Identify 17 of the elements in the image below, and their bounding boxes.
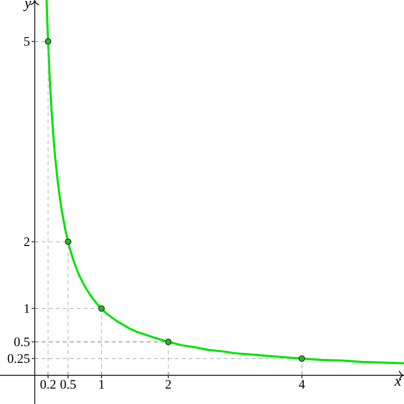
- point: [298, 355, 306, 362]
- y-tick-label: 1: [24, 304, 30, 313]
- x-tick-label: 1: [99, 380, 104, 389]
- y-tick-label: 2: [24, 237, 30, 246]
- y-tick-label: 0.25: [8, 354, 30, 364]
- y-tick-label: 0.5: [14, 337, 30, 346]
- y-axis-title: y: [23, 0, 32, 12]
- point: [98, 305, 105, 312]
- x-axis-title: x: [394, 378, 402, 386]
- x-tick-label: 0.5: [60, 380, 76, 389]
- point: [64, 238, 72, 245]
- x-tick-label: 2: [166, 380, 171, 389]
- x-tick-label: 0.2: [40, 380, 56, 389]
- y-tick-label: 5: [24, 37, 30, 46]
- point: [165, 338, 172, 346]
- x-tick-label: 4: [298, 380, 305, 389]
- point: [44, 38, 52, 45]
